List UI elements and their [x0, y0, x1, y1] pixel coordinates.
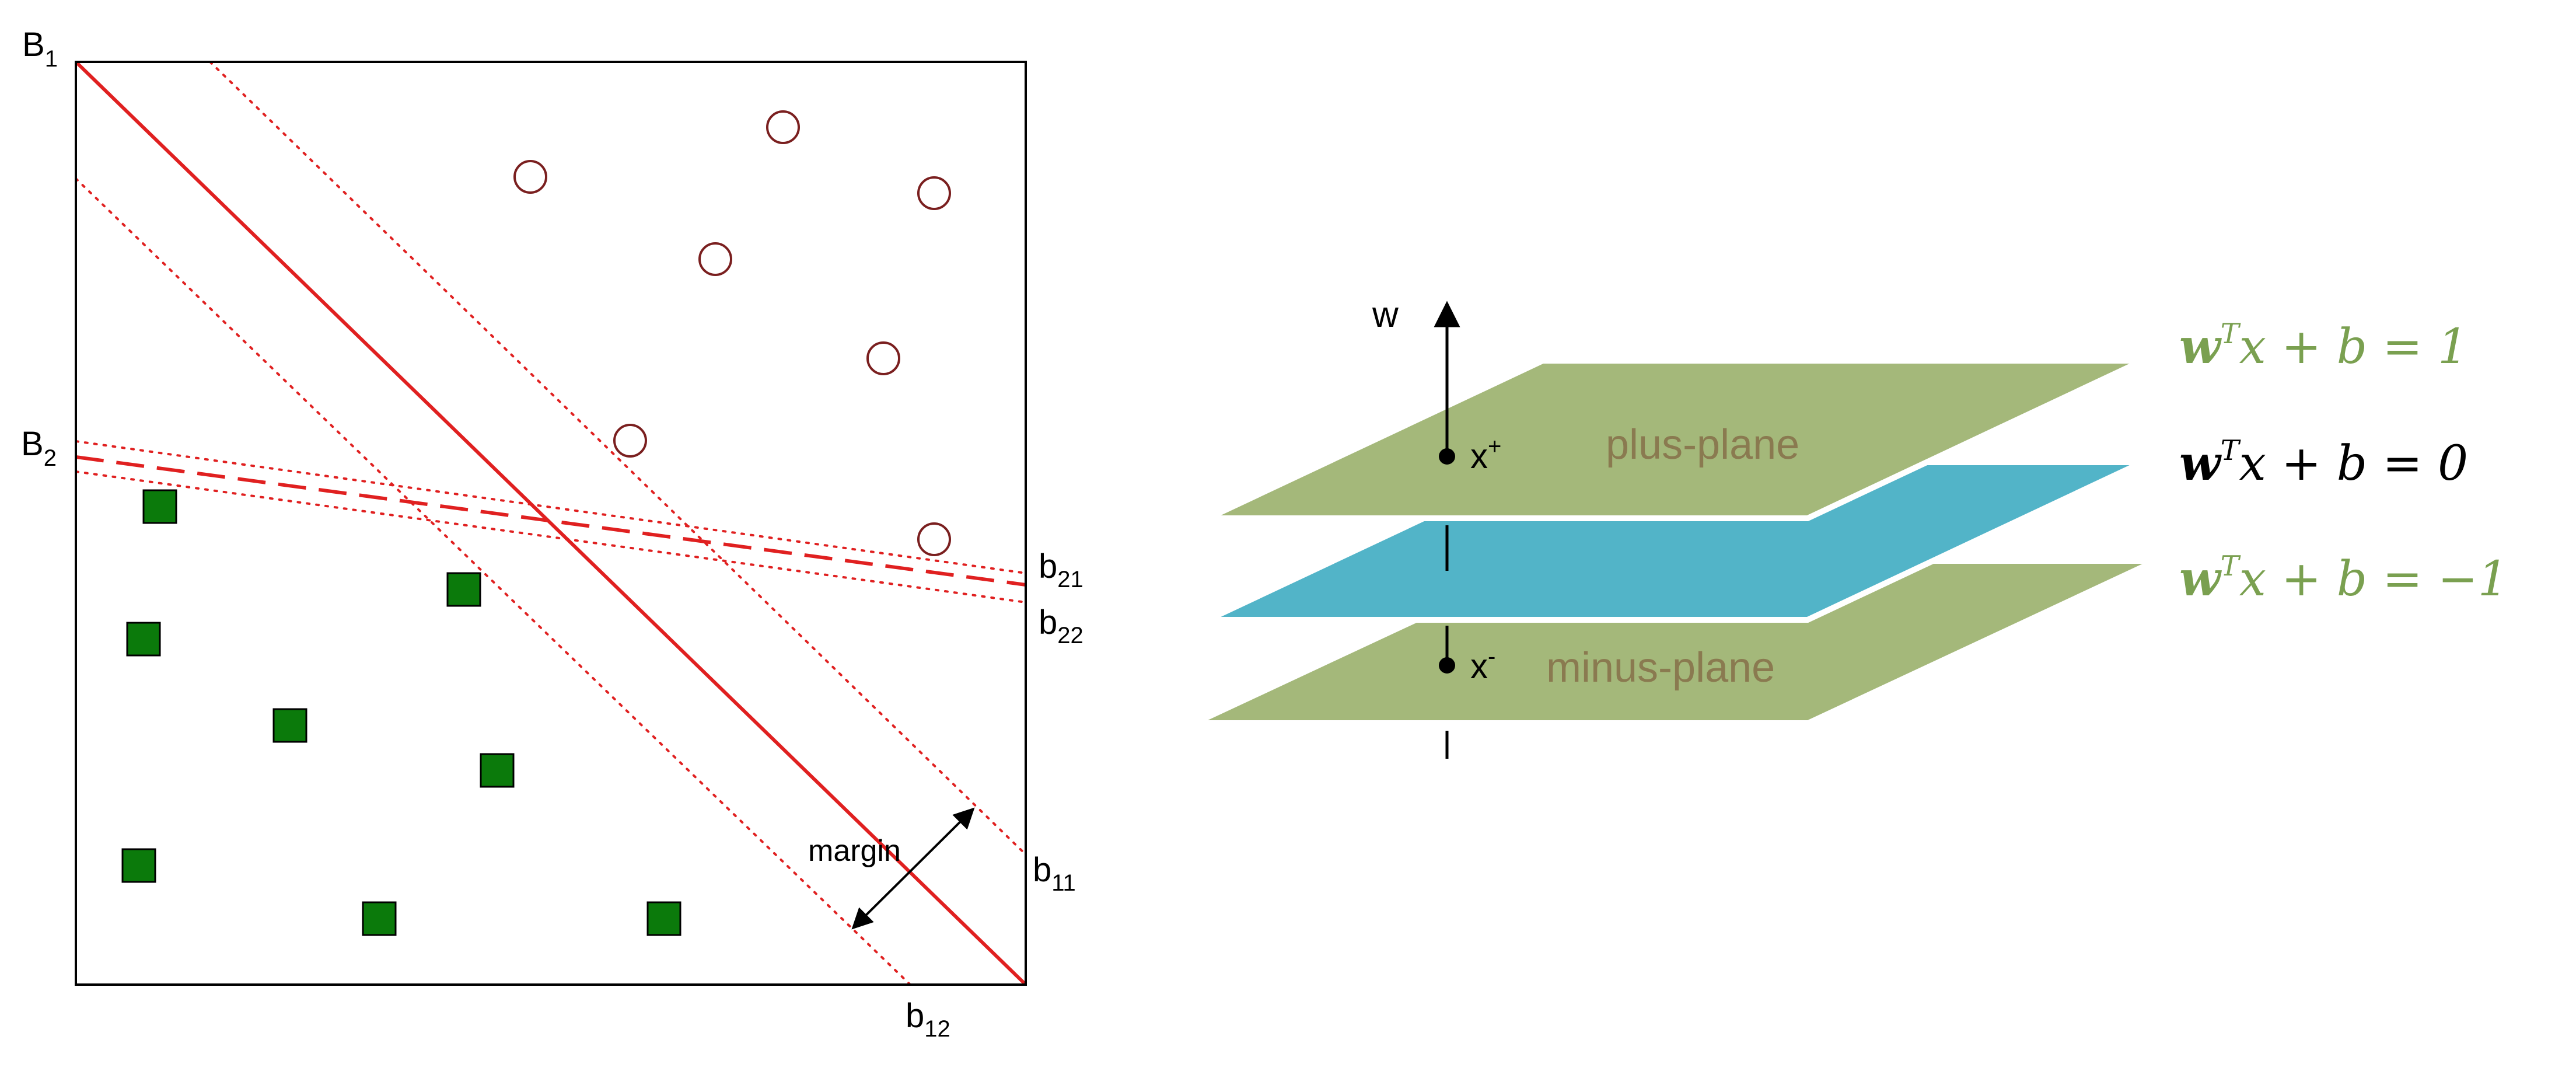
margin-arrow: [851, 807, 975, 930]
square-point: [480, 753, 515, 788]
square-point: [142, 489, 177, 524]
margin-line-b11: [209, 62, 1026, 856]
square-point: [121, 848, 156, 883]
circle-point: [917, 522, 951, 556]
minus-plane-label: minus-plane: [1546, 644, 1775, 691]
circle-point: [513, 160, 547, 194]
label-B1: B1: [22, 26, 58, 72]
circle-point: [866, 341, 900, 375]
square-point: [272, 708, 307, 743]
x-plus-label: x+: [1470, 434, 1501, 476]
x-minus-label: x-: [1470, 644, 1495, 686]
label-b21: b21: [1039, 547, 1083, 592]
equation-plus-plane: wTx + b = 1: [2179, 318, 2468, 375]
margin-line-b12: [76, 177, 911, 985]
label-B2: B2: [21, 425, 57, 471]
label-b11: b11: [1033, 851, 1076, 896]
x-minus-point: [1439, 657, 1455, 674]
boundary-b2: [76, 455, 1026, 587]
left-panel: margin B1 B2 b21 b22 b11 b12: [21, 26, 1083, 1042]
label-b22: b22: [1039, 603, 1083, 648]
x-plus-point: [1439, 448, 1455, 465]
square-point: [362, 901, 397, 936]
margin-line-b22: [76, 470, 1026, 603]
circle-point: [698, 242, 732, 276]
plus-plane-label: plus-plane: [1606, 421, 1799, 468]
square-point: [646, 901, 681, 936]
margin-line-b21: [76, 440, 1026, 574]
label-b12: b12: [906, 997, 950, 1042]
class-circles: [513, 110, 951, 556]
circle-point: [613, 424, 647, 458]
equation-decision-plane: wTx + b = 0: [2179, 434, 2468, 491]
plus-plane: [1206, 358, 2144, 521]
margin-label: margin: [808, 834, 901, 868]
right-panel: w x+ x- plus-plane minus-plane wTx + b =…: [1206, 295, 2508, 759]
minus-plane: [1208, 564, 2142, 720]
square-point: [446, 572, 481, 607]
circle-point: [766, 110, 800, 144]
equation-minus-plane: wTx + b = −1: [2179, 550, 2508, 607]
plot-frame: [75, 61, 1027, 986]
class-squares: [121, 489, 681, 936]
w-label: w: [1372, 295, 1399, 335]
circle-point: [917, 176, 951, 210]
square-point: [126, 622, 161, 657]
